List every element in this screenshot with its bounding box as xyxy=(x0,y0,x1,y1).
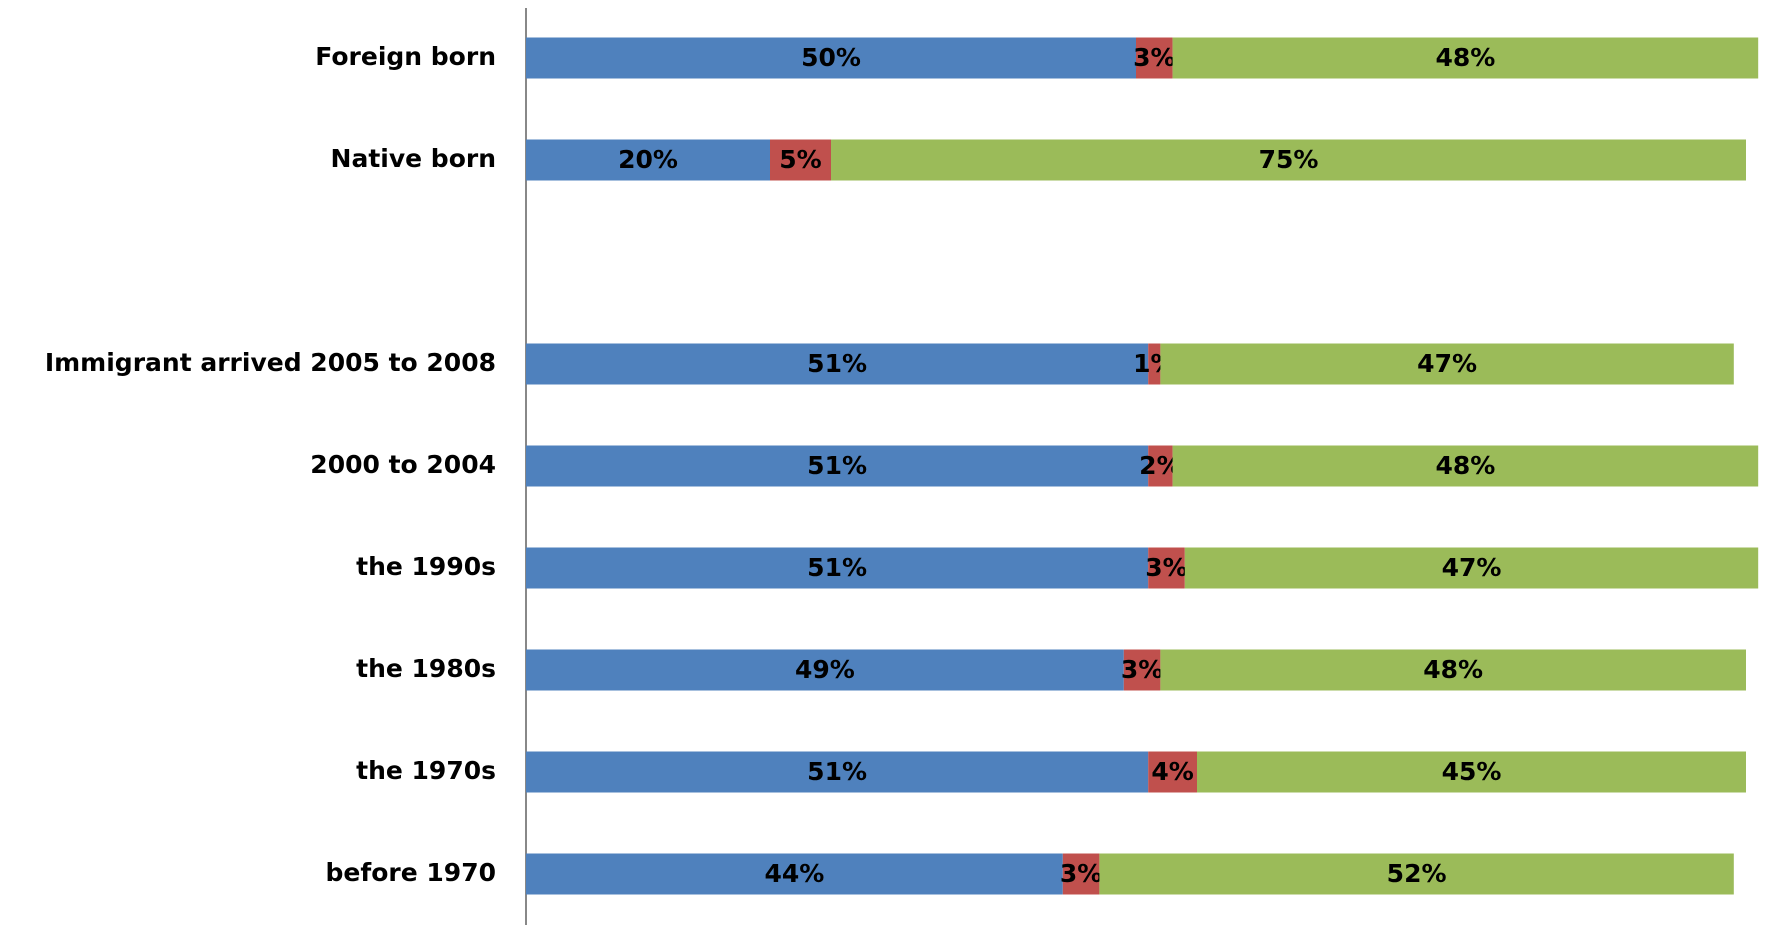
bar-segment xyxy=(1099,853,1734,895)
data-label: 3% xyxy=(1133,43,1175,72)
bar-segment xyxy=(526,139,770,181)
data-label: 3% xyxy=(1145,553,1187,582)
y-tick-label: Immigrant arrived 2005 to 2008 xyxy=(45,348,496,377)
data-label: 48% xyxy=(1435,451,1495,480)
bar-segment xyxy=(1148,547,1185,589)
data-label: 47% xyxy=(1442,553,1502,582)
data-label: 48% xyxy=(1423,655,1483,684)
bar-segment xyxy=(831,139,1746,181)
bar-segment xyxy=(526,649,1124,691)
data-label: 48% xyxy=(1435,43,1495,72)
data-label: 51% xyxy=(807,349,867,378)
data-label: 75% xyxy=(1259,145,1319,174)
bar-segment xyxy=(526,37,1136,79)
data-label: 51% xyxy=(807,451,867,480)
y-tick-label: the 1990s xyxy=(356,552,496,581)
bar-segment xyxy=(1062,853,1100,895)
bar-segment xyxy=(1148,445,1173,487)
bar-segment xyxy=(1172,445,1759,487)
data-label: 47% xyxy=(1417,349,1477,378)
data-label: 50% xyxy=(801,43,861,72)
bar-segment xyxy=(526,343,1149,385)
bar-segment xyxy=(526,547,1149,589)
y-tick-label: the 1980s xyxy=(356,654,496,683)
y-tick-label: 2000 to 2004 xyxy=(310,450,496,479)
bar-segment xyxy=(1184,547,1759,589)
data-label: 3% xyxy=(1060,859,1102,888)
bar-segment xyxy=(526,445,1149,487)
data-label: 52% xyxy=(1387,859,1447,888)
data-label: 4% xyxy=(1151,757,1193,786)
data-label: 44% xyxy=(764,859,824,888)
bar-segment xyxy=(1172,37,1759,79)
data-label: 51% xyxy=(807,757,867,786)
data-label: 45% xyxy=(1442,757,1502,786)
data-label: 20% xyxy=(618,145,678,174)
data-label: 49% xyxy=(795,655,855,684)
bar-segment xyxy=(526,853,1063,895)
data-label: 5% xyxy=(779,145,821,174)
y-tick-label: before 1970 xyxy=(326,858,496,887)
bar-segment xyxy=(1160,649,1746,691)
bar-segment xyxy=(1160,343,1734,385)
bar-segment xyxy=(1197,751,1746,793)
bar-segment xyxy=(1148,751,1197,793)
bar-segment xyxy=(1136,37,1173,79)
bar-segment xyxy=(526,751,1149,793)
bar-segment xyxy=(1123,649,1161,691)
data-label: 51% xyxy=(807,553,867,582)
y-tick-label: Foreign born xyxy=(315,42,496,71)
y-tick-label: Native born xyxy=(331,144,496,173)
bar-segment xyxy=(1148,343,1161,385)
y-tick-label: the 1970s xyxy=(356,756,496,785)
bar-segment xyxy=(770,139,831,181)
data-label: 3% xyxy=(1121,655,1163,684)
